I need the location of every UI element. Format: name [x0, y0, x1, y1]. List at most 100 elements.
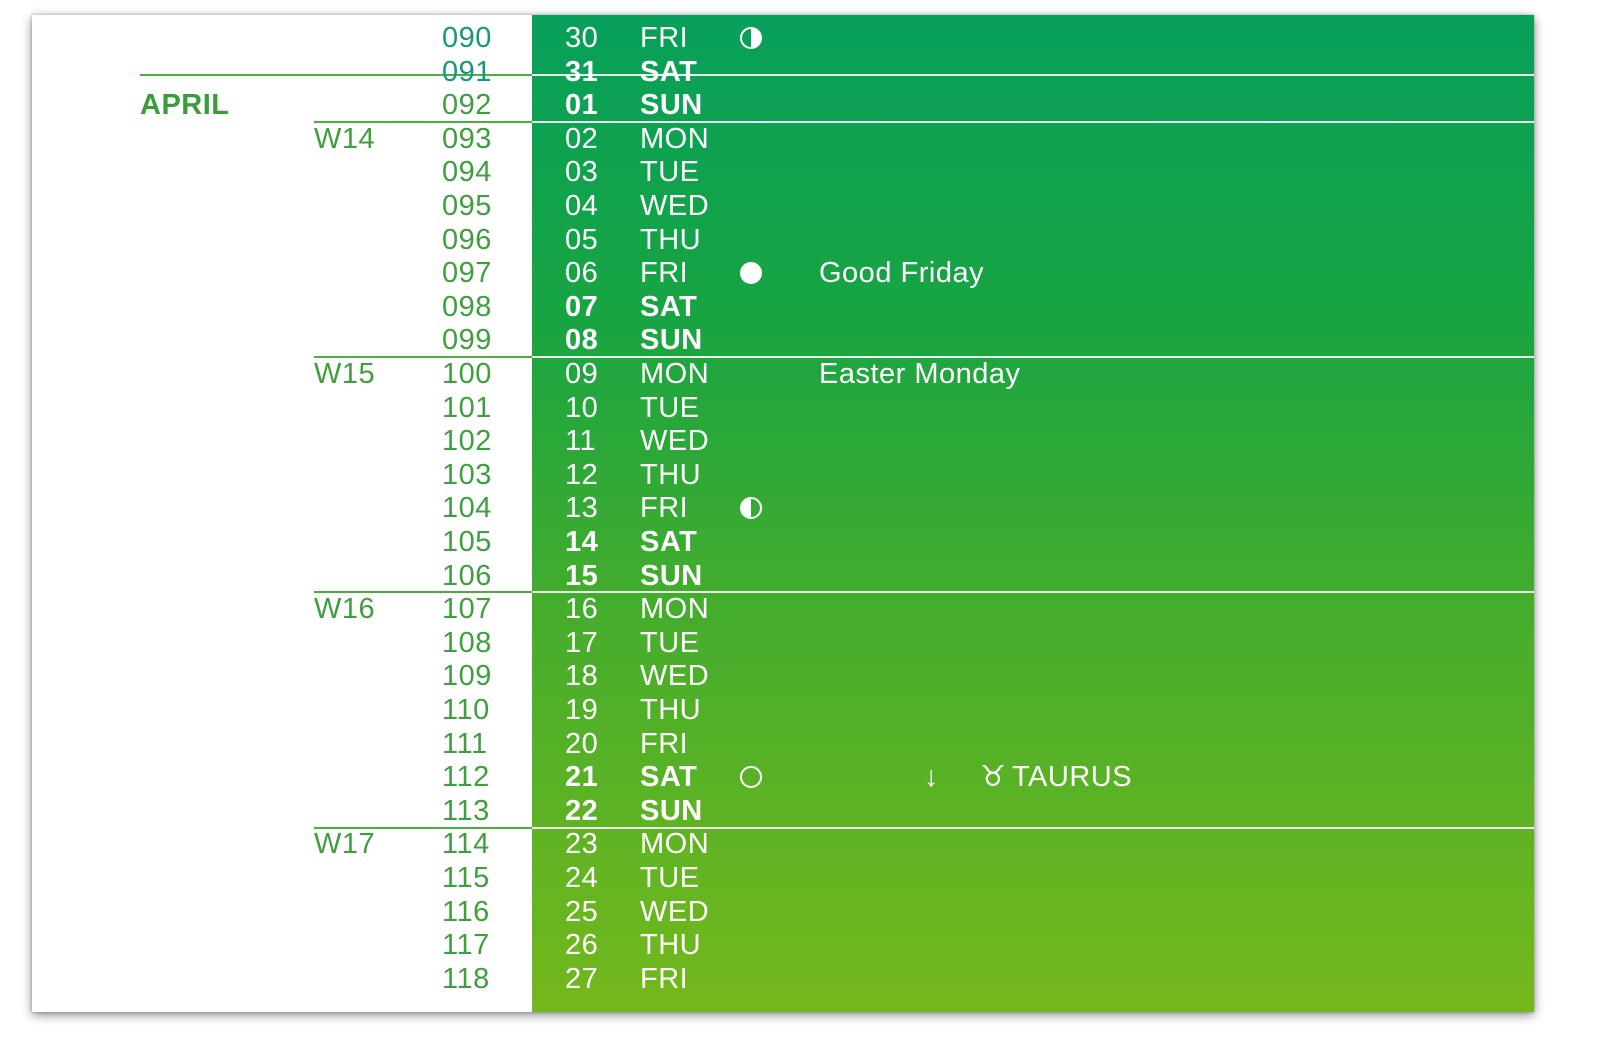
weekday-label: MON [640, 122, 710, 155]
day-number: 26 [565, 929, 599, 962]
day-of-year: 095 [442, 190, 492, 222]
arrow-down-icon: ↓ [924, 761, 939, 794]
day-number: 30 [565, 22, 599, 54]
week-divider-line [314, 826, 532, 829]
day-of-year: 099 [442, 324, 492, 357]
day-number: 03 [565, 156, 599, 189]
weekday-label: WED [640, 660, 710, 693]
day-of-year: 098 [442, 290, 492, 323]
week-label: W17 [314, 828, 376, 861]
weekday-label: SAT [640, 55, 698, 88]
weekday-label: SAT [640, 526, 698, 558]
weekday-label: SUN [640, 324, 703, 357]
day-of-year: 112 [442, 761, 490, 794]
green-day-panel [532, 15, 1534, 1012]
day-number: 31 [565, 55, 599, 88]
weekday-label: TUE [640, 862, 700, 894]
day-of-year: 109 [442, 660, 492, 693]
full-moon-icon [740, 262, 762, 285]
day-number: 06 [565, 257, 599, 290]
day-number: 01 [565, 89, 599, 122]
day-number: 22 [565, 794, 599, 827]
weekday-label: FRI [640, 22, 689, 54]
day-number: 12 [565, 458, 599, 491]
day-number: 27 [565, 962, 599, 995]
first-quarter-moon-icon [740, 27, 762, 49]
weekday-label: SUN [640, 559, 703, 592]
day-number: 07 [565, 290, 599, 323]
month-label: APRIL [140, 89, 230, 122]
day-of-year: 113 [442, 794, 490, 827]
week-divider-line-panel [532, 591, 1534, 594]
day-of-year: 105 [442, 526, 492, 558]
last-quarter-moon-icon [740, 497, 762, 520]
weekday-label: THU [640, 929, 702, 962]
day-number: 08 [565, 324, 599, 357]
month-divider-line [140, 74, 532, 77]
week-label: W14 [314, 122, 376, 155]
day-number: 11 [565, 425, 597, 458]
week-divider-line-panel [532, 121, 1534, 123]
day-of-year: 101 [442, 391, 492, 424]
day-of-year: 107 [442, 593, 492, 626]
day-of-year: 106 [442, 559, 492, 592]
weekday-label: SUN [640, 794, 703, 827]
weekday-label: FRI [640, 962, 689, 995]
weekday-label: THU [640, 694, 702, 726]
day-number: 24 [565, 862, 599, 894]
day-number: 18 [565, 660, 599, 693]
taurus-icon: ♉ [980, 761, 1007, 794]
weekday-label: MON [640, 828, 710, 861]
week-divider-line [314, 121, 532, 123]
day-of-year: 103 [442, 458, 492, 491]
day-number: 14 [565, 526, 599, 558]
weekday-label: WED [640, 425, 710, 458]
day-of-year: 096 [442, 223, 492, 256]
day-of-year: 102 [442, 425, 492, 458]
day-number: 20 [565, 727, 599, 760]
day-of-year: 091 [442, 55, 492, 88]
weekday-label: SAT [640, 761, 698, 794]
weekday-label: TUE [640, 391, 700, 424]
week-divider-line-panel [532, 356, 1534, 359]
day-number: 09 [565, 358, 599, 390]
day-of-year: 111 [442, 727, 488, 760]
day-number: 02 [565, 122, 599, 155]
weekday-label: SUN [640, 89, 703, 122]
week-divider-line-panel [532, 826, 1534, 829]
calendar-page: APRIL W14 W15 W16 W17 090 30 FRI 091 31 SAT 092 01 SU… [32, 15, 1534, 1012]
day-of-year: 110 [442, 694, 490, 726]
day-number: 25 [565, 895, 599, 928]
day-of-year: 092 [442, 89, 492, 122]
day-number: 23 [565, 828, 599, 861]
day-of-year: 115 [442, 862, 490, 894]
day-of-year: 100 [442, 358, 492, 390]
day-of-year: 093 [442, 122, 492, 155]
day-of-year: 090 [442, 22, 492, 54]
day-of-year: 097 [442, 257, 492, 290]
weekday-label: WED [640, 895, 710, 928]
weekday-label: TUE [640, 626, 700, 659]
week-label: W15 [314, 358, 376, 390]
weekday-label: TUE [640, 156, 700, 189]
day-number: 21 [565, 761, 599, 794]
day-number: 16 [565, 593, 599, 626]
zodiac-sign-name: TAURUS [1012, 761, 1133, 794]
holiday-note: Good Friday [819, 257, 985, 290]
day-of-year: 116 [442, 895, 490, 928]
day-number: 19 [565, 694, 599, 726]
day-of-year: 117 [442, 929, 490, 962]
month-divider-line-panel [532, 74, 1534, 77]
weekday-label: FRI [640, 727, 689, 760]
weekday-label: SAT [640, 290, 698, 323]
weekday-label: WED [640, 190, 710, 222]
weekday-label: THU [640, 223, 702, 256]
day-of-year: 104 [442, 492, 492, 525]
day-number: 10 [565, 391, 599, 424]
weekday-label: FRI [640, 257, 689, 290]
week-divider-line [314, 591, 532, 594]
new-moon-icon [740, 766, 762, 789]
day-of-year: 094 [442, 156, 492, 189]
day-number: 13 [565, 492, 599, 525]
weekday-label: MON [640, 593, 710, 626]
